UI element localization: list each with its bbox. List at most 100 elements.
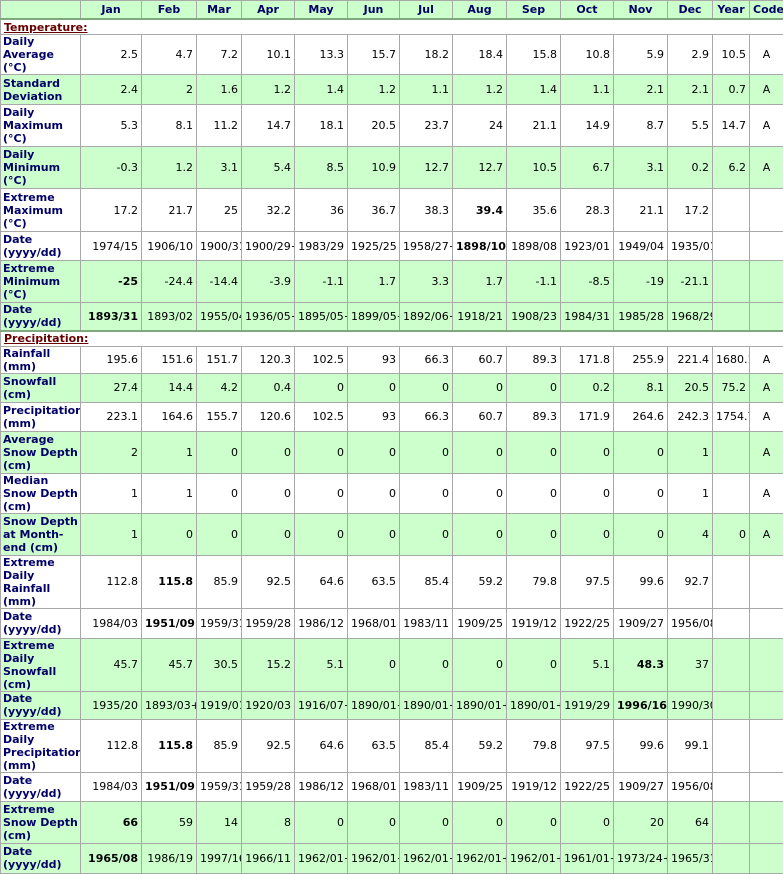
- value-text: -25: [118, 275, 138, 288]
- value-cell: 5.4: [242, 147, 295, 189]
- value-cell: 23.7: [400, 105, 453, 147]
- value-cell: 21.7: [142, 189, 197, 232]
- value-cell: 45.7: [142, 638, 197, 691]
- value-cell: -24.4: [142, 261, 197, 303]
- value-cell: 0: [348, 473, 400, 513]
- value-cell: 66: [81, 801, 142, 843]
- value-cell: 12.7: [400, 147, 453, 189]
- value-cell: 0: [453, 638, 507, 691]
- month-header: May: [295, 1, 348, 20]
- value-cell: 0: [242, 473, 295, 513]
- value-cell: 0: [507, 638, 561, 691]
- row-label: Rainfall (mm): [1, 346, 81, 373]
- value-cell: 85.4: [400, 555, 453, 608]
- row-label: Snow Depth at Month-end (cm): [1, 513, 81, 555]
- year-cell: [713, 431, 750, 473]
- value-cell: 37: [668, 638, 713, 691]
- value-cell: 1918/21: [453, 303, 507, 331]
- value-cell: 63.5: [348, 719, 400, 772]
- value-cell: 0: [400, 473, 453, 513]
- value-cell: 0: [197, 473, 242, 513]
- value-cell: 10.5: [507, 147, 561, 189]
- value-cell: 255.9: [614, 346, 668, 373]
- value-cell: 1890/01+: [400, 691, 453, 719]
- value-cell: 1895/05+: [295, 303, 348, 331]
- value-text: 1951/09: [145, 780, 195, 793]
- value-cell: 195.6: [81, 346, 142, 373]
- value-cell: 1983/11: [400, 772, 453, 801]
- value-cell: -8.5: [561, 261, 614, 303]
- code-cell: [750, 189, 783, 232]
- value-cell: 1984/03: [81, 608, 142, 638]
- value-cell: 59.2: [453, 719, 507, 772]
- value-cell: 1919/01: [197, 691, 242, 719]
- value-cell: 0: [295, 513, 348, 555]
- value-cell: 5.1: [561, 638, 614, 691]
- value-cell: 14.9: [561, 105, 614, 147]
- value-cell: 1958/27+: [400, 232, 453, 261]
- code-cell: A: [750, 402, 783, 431]
- value-cell: 0: [295, 431, 348, 473]
- year-cell: [713, 261, 750, 303]
- row-label: Extreme Snow Depth (cm): [1, 801, 81, 843]
- value-cell: 1906/10: [142, 232, 197, 261]
- value-cell: 1890/01+: [507, 691, 561, 719]
- value-cell: 64: [668, 801, 713, 843]
- value-cell: 0: [400, 431, 453, 473]
- value-text: 1951/09: [145, 617, 195, 630]
- value-cell: 1959/28: [242, 608, 295, 638]
- value-cell: 1962/01+: [400, 843, 453, 873]
- value-cell: 0: [348, 431, 400, 473]
- value-cell: 0: [507, 513, 561, 555]
- year-cell: 75.2: [713, 373, 750, 402]
- code-cell: [750, 843, 783, 873]
- value-text: 115.8: [158, 575, 193, 588]
- value-cell: 38.3: [400, 189, 453, 232]
- value-cell: 0: [295, 801, 348, 843]
- value-cell: 1923/01: [561, 232, 614, 261]
- value-cell: 0: [453, 431, 507, 473]
- month-header: Mar: [197, 1, 242, 20]
- section-cell: Temperature:: [1, 19, 783, 35]
- value-cell: 1919/29: [561, 691, 614, 719]
- value-cell: 151.6: [142, 346, 197, 373]
- value-cell: 79.8: [507, 555, 561, 608]
- value-cell: 1962/01+: [295, 843, 348, 873]
- value-cell: 1890/01+: [348, 691, 400, 719]
- value-cell: 1900/31: [197, 232, 242, 261]
- value-cell: 3.3: [400, 261, 453, 303]
- month-header: Aug: [453, 1, 507, 20]
- section-row: Precipitation:: [1, 331, 783, 347]
- row-label: Median Snow Depth (cm): [1, 473, 81, 513]
- value-cell: 17.2: [668, 189, 713, 232]
- row-label: Extreme Daily Snowfall (cm): [1, 638, 81, 691]
- value-cell: 1984/31: [561, 303, 614, 331]
- year-cell: [713, 189, 750, 232]
- code-cell: [750, 691, 783, 719]
- value-cell: 0: [614, 513, 668, 555]
- value-cell: 93: [348, 346, 400, 373]
- value-cell: 242.3: [668, 402, 713, 431]
- code-cell: [750, 801, 783, 843]
- value-cell: 1.2: [142, 147, 197, 189]
- value-cell: 1936/05+: [242, 303, 295, 331]
- value-cell: 5.3: [81, 105, 142, 147]
- value-cell: 0: [561, 513, 614, 555]
- value-cell: 1986/12: [295, 772, 348, 801]
- value-cell: 21.1: [507, 105, 561, 147]
- value-cell: 1990/30: [668, 691, 713, 719]
- value-cell: 97.5: [561, 719, 614, 772]
- value-cell: 15.7: [348, 35, 400, 75]
- value-cell: 0: [614, 431, 668, 473]
- value-cell: 1956/08: [668, 772, 713, 801]
- value-cell: 2: [142, 75, 197, 105]
- year-cell: 6.2: [713, 147, 750, 189]
- value-cell: 0.2: [561, 373, 614, 402]
- value-cell: 0: [242, 513, 295, 555]
- value-cell: 36.7: [348, 189, 400, 232]
